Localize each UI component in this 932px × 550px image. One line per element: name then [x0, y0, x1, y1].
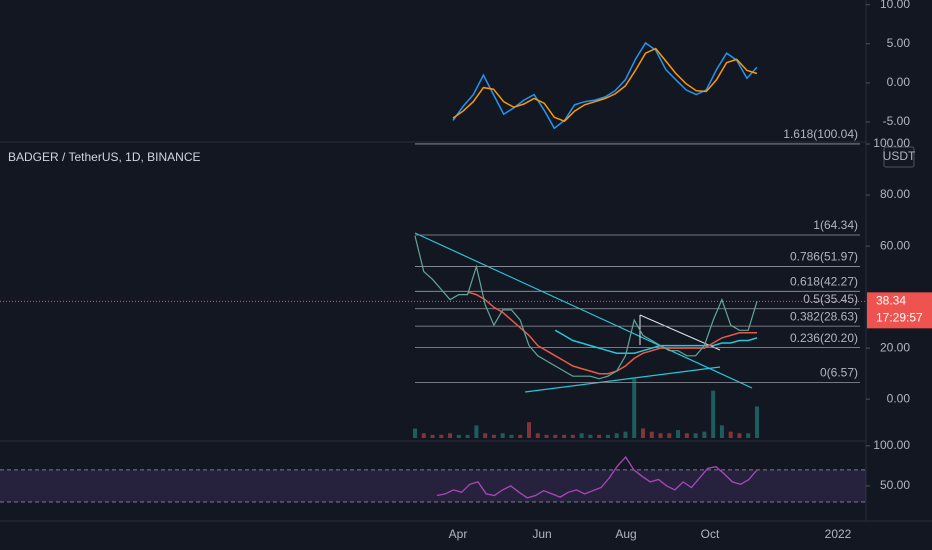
ema-line [467, 291, 757, 375]
volume-bar [570, 434, 575, 438]
y-tick-label: 100.00 [873, 438, 910, 452]
volume-bar [737, 433, 742, 438]
fib-label: 0.236(20.20) [790, 331, 858, 345]
volume-bar [632, 378, 637, 438]
volume-bar [588, 434, 593, 438]
sma-line [554, 329, 758, 354]
volume-bar [597, 434, 602, 438]
volume-bar [693, 433, 698, 438]
macd-line [452, 47, 758, 123]
countdown: 17:29:57 [876, 311, 923, 325]
volume-bar [614, 433, 619, 438]
volume-bar [755, 406, 759, 438]
volume-bar [544, 434, 549, 438]
trendline [639, 314, 721, 351]
volume-bar [491, 434, 496, 438]
trendline [524, 366, 721, 393]
volume-bar [439, 434, 444, 438]
price-tag-value: 38.34 [876, 294, 906, 308]
y-tick-label: 0.00 [887, 75, 911, 89]
volume-bar [553, 434, 558, 438]
x-tick-label: Oct [701, 527, 720, 541]
price-tag [867, 292, 932, 329]
volume-bar [500, 433, 505, 438]
volume-bar [719, 425, 724, 438]
volume-bar [448, 433, 453, 438]
volume-bar [641, 428, 645, 438]
trendline [414, 232, 753, 389]
volume-bar [649, 431, 654, 438]
volume-bar [562, 434, 567, 438]
x-tick-label: Jun [532, 527, 551, 541]
fib-label: 0.5(35.45) [803, 292, 858, 306]
y-tick-label: 60.00 [880, 238, 910, 252]
volume-bar [535, 433, 540, 438]
fib-label: 0(6.57) [820, 366, 858, 380]
volume-bar [430, 434, 435, 438]
x-tick-label: Aug [615, 527, 636, 541]
y-tick-label: 50.00 [880, 478, 910, 492]
fib-label: 0.786(51.97) [790, 250, 858, 264]
volume-bar [421, 433, 426, 438]
volume-bar [746, 433, 751, 438]
y-tick-label: 80.00 [880, 187, 910, 201]
symbol-title: BADGER / TetherUS, 1D, BINANCE [8, 150, 201, 164]
volume-bar [623, 431, 628, 438]
currency-box[interactable] [883, 146, 915, 168]
volume-bar [728, 431, 733, 438]
y-tick-label: 0.00 [887, 391, 911, 405]
x-tick-label: 2022 [825, 527, 852, 541]
volume-bar [702, 431, 707, 438]
y-tick-label: 100.00 [873, 136, 910, 150]
volume-bar [483, 433, 488, 438]
fib-label: 0.618(42.27) [790, 274, 858, 288]
volume-bar [711, 390, 716, 438]
rsi-band [0, 470, 866, 502]
rsi-line [436, 455, 758, 499]
volume-bar [456, 434, 461, 438]
macd-line [452, 41, 758, 130]
volume-bar [667, 433, 672, 438]
volume-bar [579, 433, 584, 438]
volume-bar [465, 434, 470, 438]
y-tick-label: 20.00 [880, 340, 910, 354]
y-tick-label: 10.00 [880, 0, 910, 11]
volume-bar [684, 433, 689, 438]
fib-label: 1.618(100.04) [783, 127, 858, 141]
y-tick-label: 5.00 [887, 36, 911, 50]
y-tick-label: -5.00 [883, 114, 911, 128]
currency: USDT [883, 149, 916, 163]
price-line [414, 235, 758, 380]
volume-bar [676, 430, 681, 438]
volume-bar [605, 434, 610, 438]
volume-bar [527, 422, 531, 438]
fib-label: 1(64.34) [813, 218, 858, 232]
volume-bar [509, 434, 514, 438]
volume-bar [518, 434, 523, 438]
x-tick-label: Apr [449, 527, 468, 541]
fib-label: 0.382(28.63) [790, 309, 858, 323]
volume-bar [413, 428, 417, 438]
volume-bar [474, 425, 479, 438]
volume-bar [658, 433, 663, 438]
